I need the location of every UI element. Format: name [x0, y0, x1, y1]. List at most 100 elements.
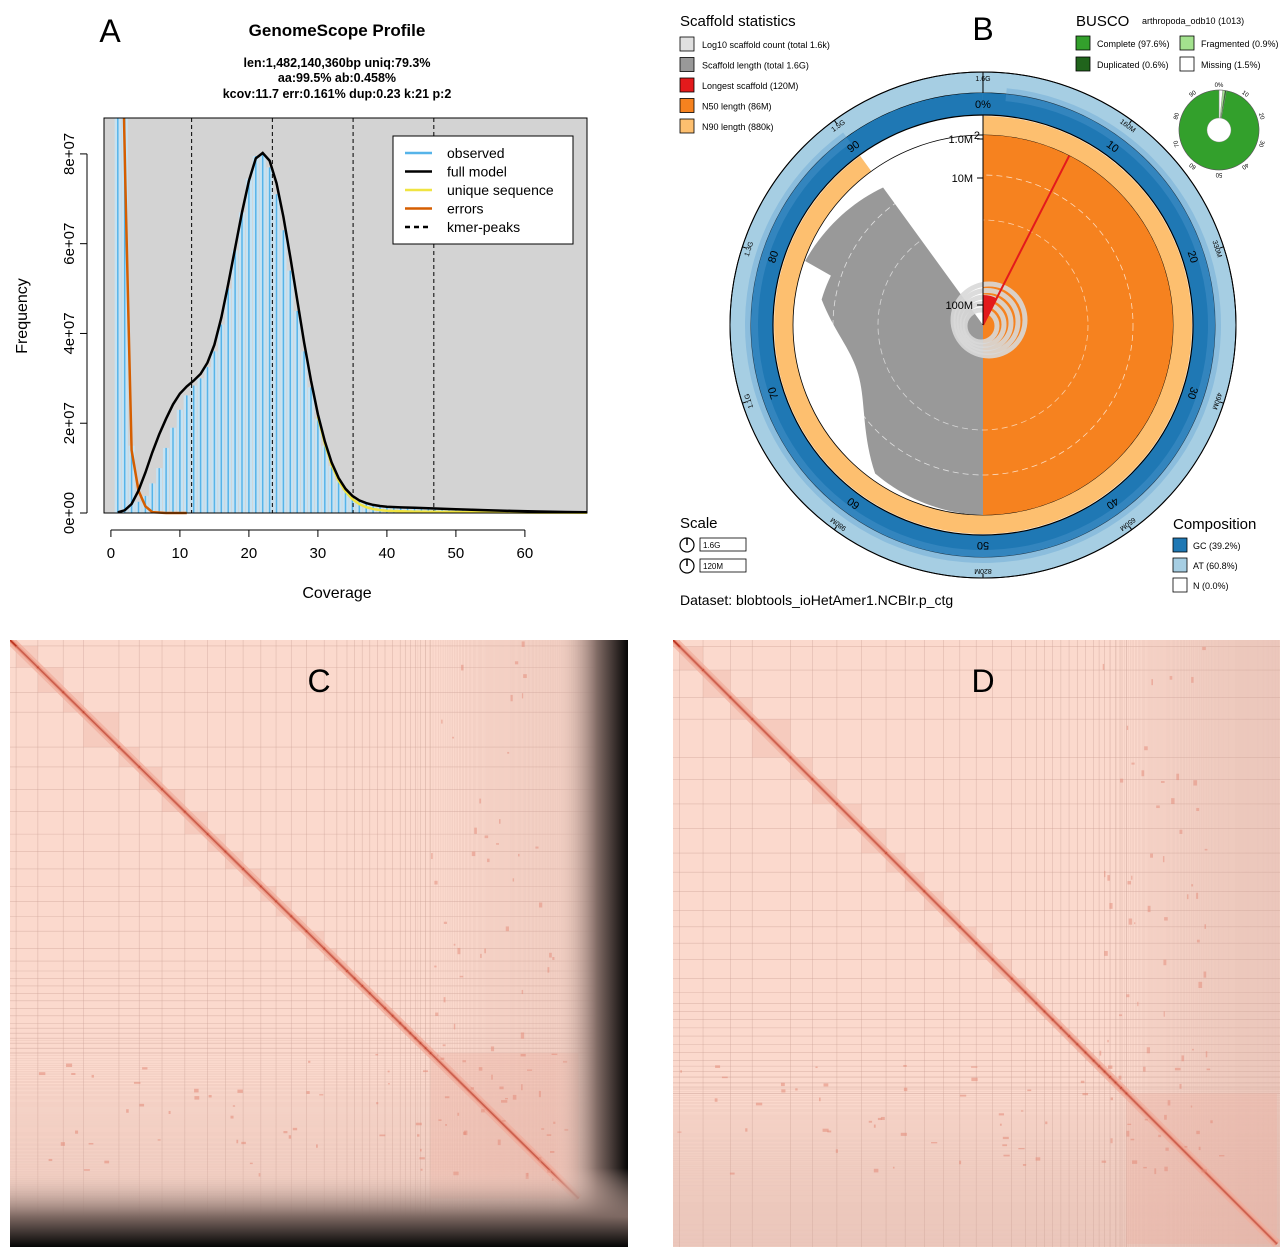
chart-subtitle-line-2: aa:99.5% ab:0.458%	[278, 71, 396, 85]
busco-legend-label: Missing (1.5%)	[1201, 60, 1261, 70]
scaffold-legend: Log10 scaffold count (total 1.6k) Scaffol…	[679, 36, 830, 134]
scaffold-length-area	[805, 187, 983, 516]
scaffold-legend-label: Scaffold length (total 1.6G)	[702, 61, 809, 71]
panel-letter-b: B	[972, 11, 993, 47]
scaffold-legend-swatch	[679, 118, 695, 134]
percent-tick-label: 20	[1185, 249, 1200, 264]
x-tick-label: 0	[107, 545, 115, 562]
scale-label: 120M	[703, 562, 723, 571]
busco-legend-label: Complete (97.6%)	[1097, 39, 1170, 49]
scale-label: 1.6G	[703, 541, 720, 550]
chart-subtitle-line-3: kcov:11.7 err:0.161% dup:0.23 k:21 p:2	[223, 87, 452, 101]
radial-axis-label: 1.0M	[949, 134, 973, 146]
busco-legend: Complete (97.6%) Fragmented (0.9%) Duplica…	[1075, 35, 1279, 72]
composition-legend-label: GC (39.2%)	[1193, 541, 1241, 551]
scaffold-legend-label: Log10 scaffold count (total 1.6k)	[702, 40, 830, 50]
busco-legend-swatch	[1179, 35, 1195, 51]
percent-tick-label: 10	[1104, 139, 1121, 156]
scaffold-legend-swatch	[679, 98, 695, 113]
hic-unplaced-shade-y	[10, 640, 628, 1247]
hic-diagonal	[673, 640, 1278, 1245]
unique-sequence-line	[316, 416, 588, 514]
percent-tick-label: 90	[845, 139, 862, 156]
composition-legend-swatch	[1172, 537, 1188, 553]
x-axis: 0 10 20 30 40 50 60	[107, 529, 534, 562]
composition-legend-label: AT (60.8%)	[1193, 561, 1238, 571]
legend-label: unique sequence	[447, 182, 554, 198]
scaffold-legend-swatch	[679, 57, 695, 72]
busco-tick-label: 10	[1240, 90, 1249, 99]
scale-legend: 1.6G 120M	[679, 537, 747, 574]
x-tick-label: 30	[310, 545, 327, 562]
scaffold-legend-swatch	[679, 77, 695, 93]
composition-title: Composition	[1173, 516, 1256, 533]
y-axis: 0e+00 2e+07 4e+07 6e+07 8e+07	[61, 133, 88, 534]
outer-tick-label: 1.6G	[975, 76, 990, 83]
plot-frame	[103, 117, 588, 514]
scaffold-legend-label: N50 length (86M)	[702, 102, 772, 112]
x-tick-label: 50	[448, 545, 465, 562]
scale-title: Scale	[680, 515, 718, 532]
legend-label: observed	[447, 145, 505, 161]
y-axis-label: Frequency	[14, 278, 31, 354]
scaffold-legend-label: N90 length (880k)	[702, 122, 774, 132]
busco-legend-label: Duplicated (0.6%)	[1097, 60, 1169, 70]
percent-tick-label: 50	[977, 539, 989, 551]
legend-label: errors	[447, 201, 484, 217]
scale-box	[699, 537, 747, 552]
busco-legend-label: Fragmented (0.9%)	[1201, 39, 1279, 49]
chart-title: GenomeScope Profile	[249, 21, 426, 40]
percent-tick-label: 80	[766, 249, 781, 264]
busco-lineage: arthropoda_odb10 (1013)	[1142, 16, 1244, 26]
busco-legend-swatch	[1075, 35, 1091, 51]
outer-tick-label: 1.1G	[744, 393, 755, 410]
x-axis-label: Coverage	[302, 585, 371, 602]
legend-label: full model	[447, 164, 507, 180]
busco-tick-label: 50	[1215, 171, 1222, 177]
busco-tick-label: 20	[1257, 112, 1265, 121]
busco-tick-label: 90	[1189, 90, 1198, 99]
y-tick-label: 2e+07	[61, 402, 78, 444]
busco-title: BUSCO	[1076, 13, 1129, 30]
hic-contact-map-c: C	[10, 640, 628, 1247]
busco-tick-label: 80	[1173, 112, 1181, 121]
hic-contact-map-d: D	[673, 640, 1280, 1247]
y-tick-label: 8e+07	[61, 133, 78, 175]
genomescope-chart: A GenomeScope Profile len:1,482,140,360b…	[14, 13, 588, 602]
outer-tick-label: 820M	[974, 567, 992, 574]
hic-map-c	[10, 640, 628, 1247]
busco-pie: 0% 10 20 30 40 50 60 70 80 90	[1173, 83, 1265, 177]
busco-tick-label: 60	[1188, 161, 1197, 170]
percent-tick-label: 30	[1185, 385, 1200, 400]
percent-tick-label: 70	[766, 385, 781, 400]
y-tick-label: 4e+07	[61, 312, 78, 354]
chart-subtitle-line-1: len:1,482,140,360bp uniq:79.3%	[244, 56, 431, 70]
composition-legend-label: N (0.0%)	[1193, 581, 1229, 591]
x-tick-label: 10	[172, 545, 189, 562]
x-tick-label: 40	[379, 545, 396, 562]
radial-axis-label: 100M	[945, 300, 973, 312]
full-model-line	[117, 151, 588, 514]
radial-axis-label: 10M	[952, 173, 973, 185]
dataset-label: Dataset: blobtools_ioHetAmer1.NCBIr.p_ct…	[680, 592, 953, 608]
composition-legend-swatch	[1172, 577, 1188, 593]
genomescope-panel: A GenomeScope Profile len:1,482,140,360b…	[0, 0, 640, 620]
blobtools-snail-panel: B Scaffold statistics Log10 scaffold cou…	[640, 0, 1280, 620]
observed-bars	[114, 118, 584, 514]
percent-tick-label: 60	[845, 495, 862, 512]
busco-tick-label: 30	[1257, 139, 1265, 148]
radial-axis-label: 2	[974, 130, 980, 142]
snail-circle: 21.0M10M100M0%1020304050607080901.6G160M…	[729, 71, 1237, 579]
longest-scaffold-line	[982, 155, 1071, 326]
busco-tick-label: 70	[1173, 139, 1181, 148]
y-tick-label: 0e+00	[61, 492, 78, 534]
scaffold-legend-swatch	[679, 36, 695, 52]
x-tick-label: 60	[517, 545, 534, 562]
busco-legend-swatch	[1075, 56, 1091, 72]
scaffold-stats-title: Scaffold statistics	[680, 13, 796, 30]
busco-tick-label: 40	[1240, 161, 1249, 170]
scale-box	[699, 558, 747, 573]
hic-map-d	[673, 640, 1280, 1247]
outer-tick-label: 1.3G	[744, 241, 755, 258]
percent-tick-label: 40	[1104, 495, 1121, 512]
